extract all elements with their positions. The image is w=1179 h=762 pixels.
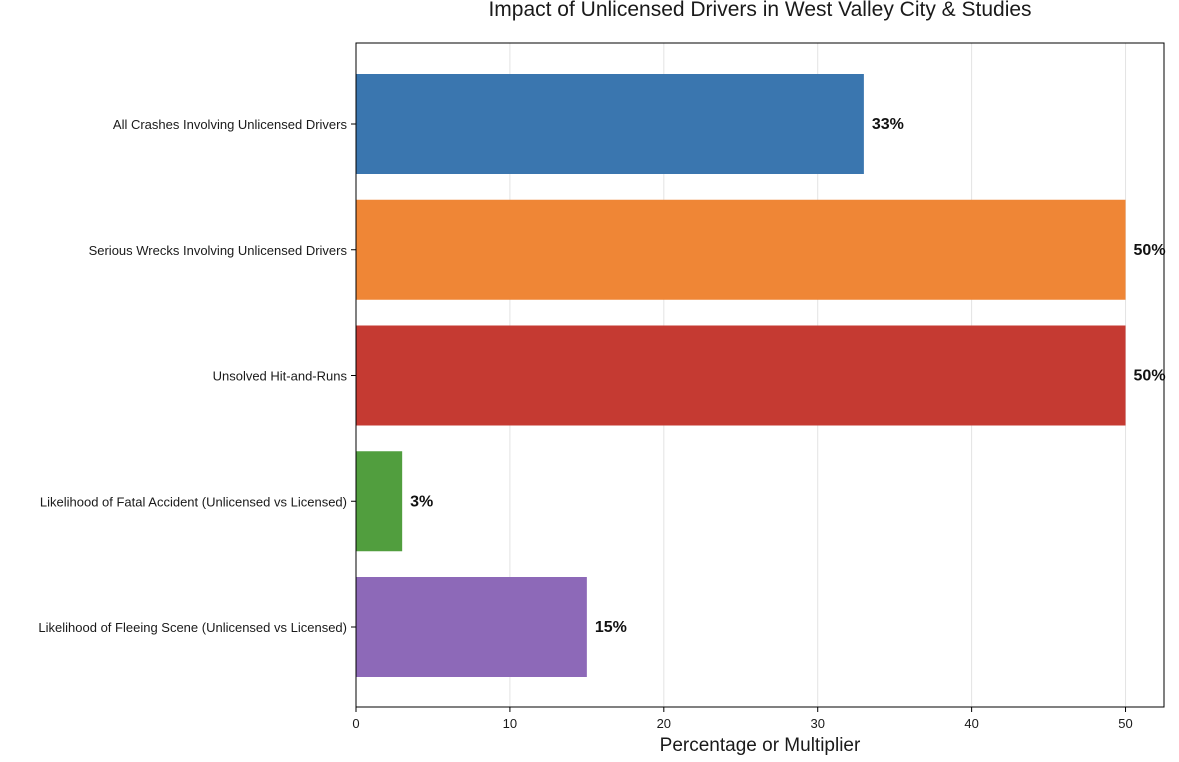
value-labels: 33% 50% 50% 3% 15%: [410, 116, 1165, 636]
bar-value-label: 50%: [1134, 242, 1166, 259]
category-label: Likelihood of Fatal Accident (Unlicensed…: [40, 494, 347, 509]
category-label: Serious Wrecks Involving Unlicensed Driv…: [89, 243, 348, 258]
x-tick-label: 10: [503, 716, 517, 731]
category-label: All Crashes Involving Unlicensed Drivers: [113, 117, 348, 132]
x-tick-label: 0: [352, 716, 359, 731]
bar: [356, 199, 1126, 300]
bar: [356, 325, 1126, 426]
bar-value-label: 33%: [872, 116, 904, 133]
bar: [356, 74, 864, 174]
x-tick-label: 50: [1118, 716, 1132, 731]
x-tick-label: 20: [657, 716, 671, 731]
x-axis-ticks: 0 10 20 30 40 50: [352, 707, 1133, 731]
category-label: Likelihood of Fleeing Scene (Unlicensed …: [38, 620, 347, 635]
bar: [356, 451, 403, 552]
y-axis-categories: All Crashes Involving Unlicensed Drivers…: [38, 117, 356, 635]
bar-value-label: 15%: [595, 619, 627, 636]
bar-value-label: 3%: [410, 493, 433, 510]
x-tick-label: 30: [810, 716, 824, 731]
x-tick-label: 40: [964, 716, 978, 731]
bar: [356, 577, 587, 677]
chart-title: Impact of Unlicensed Drivers in West Val…: [488, 0, 1031, 21]
bar-value-label: 50%: [1134, 368, 1166, 385]
bars: [356, 74, 1126, 677]
category-label: Unsolved Hit-and-Runs: [213, 369, 348, 384]
x-axis-label: Percentage or Multiplier: [660, 735, 861, 756]
